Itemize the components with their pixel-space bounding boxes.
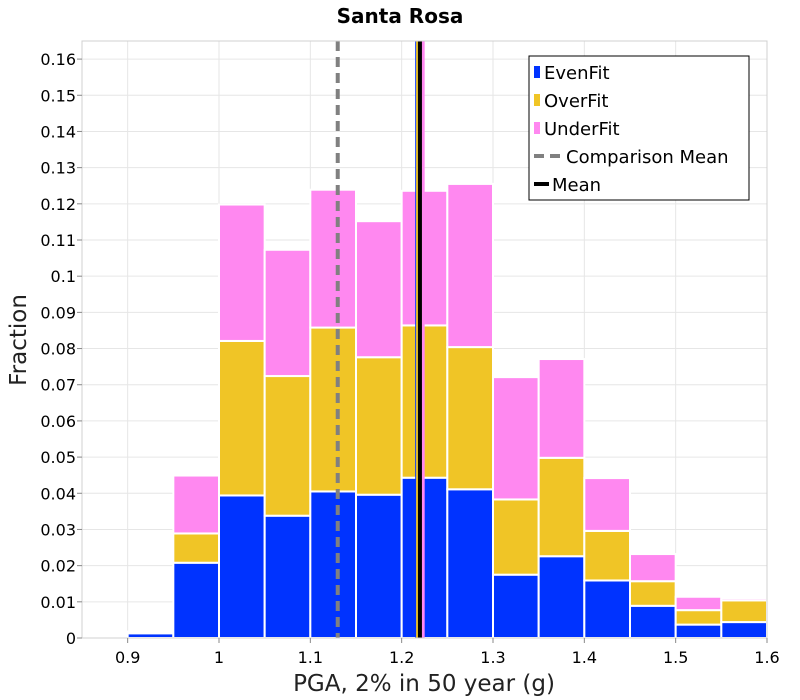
x-tick-label: 1.5 — [663, 648, 688, 667]
x-tick-label: 1.1 — [298, 648, 323, 667]
legend: EvenFit OverFit UnderFit Comparison Mean Mea… — [528, 55, 750, 201]
bar-underfit — [218, 203, 266, 342]
y-tick-label: 0.16 — [40, 50, 76, 69]
y-tick-label: 0 — [66, 629, 76, 648]
bar-evenfit — [629, 604, 677, 639]
legend-box — [528, 55, 750, 201]
bar-evenfit — [674, 623, 723, 640]
bar-evenfit — [492, 573, 540, 640]
bar-underfit — [126, 630, 175, 634]
bar-overfit — [309, 326, 358, 493]
bar-underfit — [355, 220, 403, 359]
legend-swatch-overfit — [534, 94, 540, 106]
bar-underfit — [446, 182, 495, 349]
y-tick-label: 0.04 — [40, 484, 76, 503]
bar-evenfit — [309, 490, 358, 639]
mean-lines — [335, 41, 425, 638]
legend-label: UnderFit — [544, 119, 620, 140]
bar-overfit — [629, 580, 677, 607]
bar-underfit — [583, 477, 631, 532]
bar-overfit — [674, 609, 723, 626]
x-tick-label: 1.3 — [480, 648, 505, 667]
y-axis: 0 0.01 0.02 0.03 0.04 0.05 0.06 0.07 0.08 0.09 0.1… — [40, 50, 82, 648]
legend-label: OverFit — [544, 91, 608, 112]
bar-underfit — [537, 358, 586, 459]
bar-evenfit — [446, 488, 495, 639]
legend-swatch-evenfit — [534, 66, 540, 78]
bar-evenfit — [355, 493, 403, 639]
bar-underfit — [629, 553, 677, 583]
bar-evenfit — [537, 555, 586, 639]
bar-evenfit — [218, 494, 266, 639]
y-tick-label: 0.11 — [40, 231, 76, 250]
bar-underfit — [263, 248, 312, 378]
bar-evenfit — [263, 514, 312, 639]
bar-underfit — [492, 376, 540, 501]
y-tick-label: 0.05 — [40, 448, 76, 467]
y-tick-label: 0.15 — [40, 86, 76, 105]
bar-underfit — [720, 597, 768, 602]
bar-overfit — [492, 498, 540, 576]
x-tick-label: 1.4 — [572, 648, 597, 667]
bar-overfit — [355, 356, 403, 496]
bar-evenfit — [720, 621, 768, 640]
legend-label: Comparison Mean — [566, 147, 729, 168]
legend-label: EvenFit — [544, 63, 610, 84]
bar-overfit — [446, 346, 495, 491]
y-tick-label: 0.12 — [40, 195, 76, 214]
x-tick-label: 1 — [214, 648, 224, 667]
legend-label: Mean — [552, 175, 601, 196]
bar-overfit — [218, 339, 266, 497]
y-tick-label: 0.02 — [40, 557, 76, 576]
y-tick-label: 0.07 — [40, 376, 76, 395]
bar-underfit — [81, 634, 129, 638]
bar-overfit — [583, 529, 631, 582]
bar-underfit — [674, 595, 723, 612]
plot-frame — [81, 40, 768, 639]
x-tick-label: 1.6 — [754, 648, 779, 667]
y-tick-label: 0.01 — [40, 593, 76, 612]
y-tick-label: 0.1 — [51, 267, 76, 286]
bar-overfit — [172, 532, 220, 564]
y-tick-label: 0.09 — [40, 303, 76, 322]
y-tick-label: 0.03 — [40, 520, 76, 539]
y-tick-label: 0.08 — [40, 340, 76, 359]
bar-underfit — [309, 188, 358, 329]
y-tick-label: 0.14 — [40, 122, 76, 141]
bar-underfit — [172, 474, 220, 535]
y-tick-label: 0.13 — [40, 159, 76, 178]
y-axis-title: Fraction — [6, 294, 32, 386]
x-axis: 0.9 1 1.1 1.2 1.3 1.4 1.5 1.6 — [115, 638, 780, 667]
chart-title: Santa Rosa — [337, 4, 464, 28]
x-tick-label: 0.9 — [115, 648, 140, 667]
bars — [81, 182, 768, 640]
bar-evenfit — [583, 579, 631, 639]
y-tick-label: 0.06 — [40, 412, 76, 431]
bar-overfit — [720, 599, 768, 624]
bar-evenfit — [172, 561, 220, 639]
x-tick-label: 1.2 — [389, 648, 414, 667]
bar-overfit — [263, 375, 312, 517]
legend-swatch-underfit — [534, 122, 540, 134]
x-axis-title: PGA, 2% in 50 year (g) — [293, 671, 555, 697]
bar-overfit — [537, 456, 586, 558]
